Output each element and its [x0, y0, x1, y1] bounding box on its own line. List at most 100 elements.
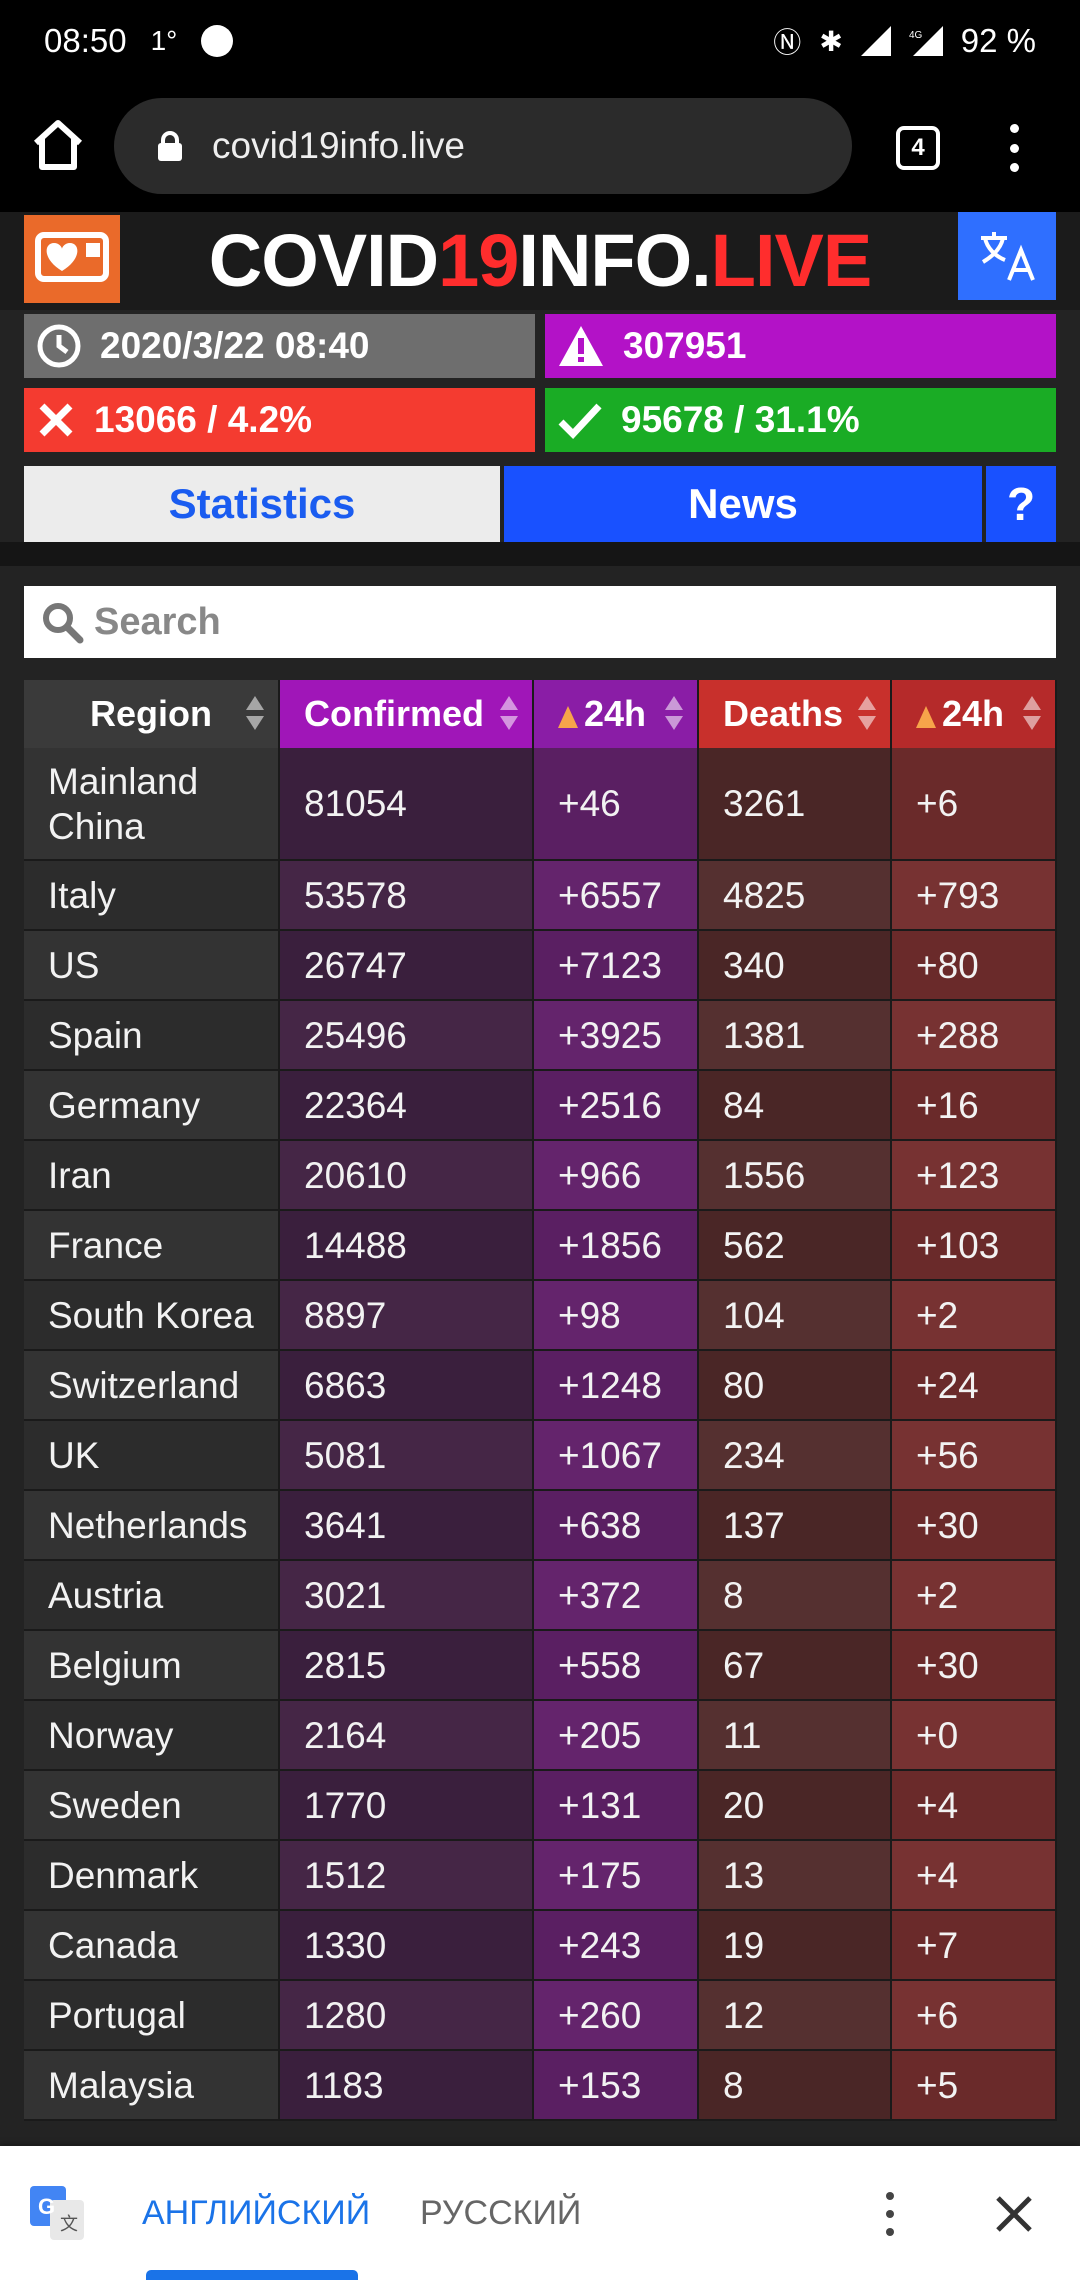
confirmed-24h-cell: +2516	[533, 1070, 699, 1141]
tab-statistics[interactable]: Statistics	[24, 466, 500, 562]
title-part-covid: COVID	[208, 219, 439, 302]
region-cell: UK	[24, 1420, 280, 1491]
svg-text:文: 文	[60, 2214, 78, 2235]
region-cell: Italy	[24, 860, 280, 931]
table-header-row: Region Confirmed 24h Deaths 24h	[24, 680, 1057, 748]
table-row[interactable]: Canada 1330 +243 19 +7	[24, 1910, 1057, 1981]
deaths-cell: 11	[698, 1700, 892, 1771]
google-translate-icon[interactable]: G 文	[30, 2186, 84, 2240]
confirmed-24h-cell: +558	[533, 1630, 699, 1701]
table-row[interactable]: UK 5081 +1067 234 +56	[24, 1420, 1057, 1491]
last-updated-value: 2020/3/22 08:40	[100, 325, 370, 366]
target-language-tab[interactable]: РУССКИЙ	[420, 2194, 582, 2232]
status-temperature: 1°	[150, 25, 178, 56]
region-cell: Switzerland	[24, 1350, 280, 1421]
translate-icon[interactable]	[958, 212, 1056, 300]
column-header-deaths-24h[interactable]: 24h	[891, 680, 1057, 748]
deaths-24h-cell: +16	[891, 1070, 1057, 1141]
sort-icon	[858, 696, 876, 732]
browser-toolbar: covid19info.live 4	[0, 82, 1080, 212]
confirmed-cell: 2815	[279, 1630, 534, 1701]
table-row[interactable]: Iran 20610 +966 1556 +123	[24, 1140, 1057, 1211]
statistics-table: Region Confirmed 24h Deaths 24h Mainland…	[24, 680, 1057, 2121]
address-bar[interactable]: covid19info.live	[114, 98, 852, 194]
svg-text:4G: 4G	[909, 30, 923, 41]
region-cell: Canada	[24, 1910, 280, 1981]
title-part-19: 19	[438, 219, 519, 302]
confirmed-cell: 1183	[279, 2050, 534, 2121]
table-row[interactable]: Malaysia 1183 +153 8 +5	[24, 2050, 1057, 2121]
region-cell: Portugal	[24, 1980, 280, 2051]
site-title[interactable]: COVID19INFO.LIVE	[0, 220, 1080, 302]
nfc-icon: Ⓝ	[773, 27, 802, 58]
table-row[interactable]: Sweden 1770 +131 20 +4	[24, 1770, 1057, 1841]
deaths-cell: 80	[698, 1350, 892, 1421]
table-row[interactable]: France 14488 +1856 562 +103	[24, 1210, 1057, 1281]
deaths-24h-cell: +0	[891, 1700, 1057, 1771]
table-row[interactable]: Portugal 1280 +260 12 +6	[24, 1980, 1057, 2051]
home-icon[interactable]	[30, 117, 86, 173]
confirmed-cell: 81054	[279, 748, 534, 861]
confirmed-24h-cell: +46	[533, 748, 699, 861]
table-row[interactable]: Spain 25496 +3925 1381 +288	[24, 1000, 1057, 1071]
source-language-tab[interactable]: АНГЛИЙСКИЙ	[142, 2194, 371, 2232]
table-row[interactable]: Italy 53578 +6557 4825 +793	[24, 860, 1057, 931]
recovered-stat: 95678 / 31.1%	[545, 388, 1056, 452]
svg-text:G: G	[38, 2194, 55, 2219]
confirmed-cell: 14488	[279, 1210, 534, 1281]
tab-news[interactable]: News	[504, 466, 982, 542]
site-logo[interactable]	[24, 215, 120, 303]
table-row[interactable]: South Korea 8897 +98 104 +2	[24, 1280, 1057, 1351]
check-icon	[558, 403, 602, 440]
table-row[interactable]: Mainland China 81054 +46 3261 +6	[24, 748, 1057, 861]
column-header-confirmed[interactable]: Confirmed	[279, 680, 534, 748]
table-row[interactable]: Belgium 2815 +558 67 +30	[24, 1630, 1057, 1701]
deaths-cell: 19	[698, 1910, 892, 1981]
deaths-stat: 13066 / 4.2%	[24, 388, 535, 452]
confirmed-24h-cell: +175	[533, 1840, 699, 1911]
region-cell: Norway	[24, 1700, 280, 1771]
confirmed-cell: 53578	[279, 860, 534, 931]
confirmed-24h-cell: +131	[533, 1770, 699, 1841]
deaths-24h-cell: +2	[891, 1280, 1057, 1351]
deaths-24h-cell: +103	[891, 1210, 1057, 1281]
column-header-deaths[interactable]: Deaths	[698, 680, 892, 748]
table-row[interactable]: Netherlands 3641 +638 137 +30	[24, 1490, 1057, 1561]
confirmed-24h-cell: +966	[533, 1140, 699, 1211]
deaths-24h-header-label: 24h	[942, 693, 1005, 734]
table-row[interactable]: Austria 3021 +372 8 +2	[24, 1560, 1057, 1631]
column-header-region[interactable]: Region	[24, 680, 280, 748]
tab-switcher-button[interactable]: 4	[896, 126, 940, 170]
deaths-24h-cell: +7	[891, 1910, 1057, 1981]
confirmed-24h-cell: +260	[533, 1980, 699, 2051]
table-row[interactable]: US 26747 +7123 340 +80	[24, 930, 1057, 1001]
recovered-value: 95678 / 31.1%	[621, 399, 860, 440]
table-row[interactable]: Denmark 1512 +175 13 +4	[24, 1840, 1057, 1911]
deaths-24h-cell: +2	[891, 1560, 1057, 1631]
web-page: COVID19INFO.LIVE 2020/3/22 08:40 307951	[0, 212, 1080, 2146]
confirmed-cell: 20610	[279, 1140, 534, 1211]
column-header-confirmed-24h[interactable]: 24h	[533, 680, 699, 748]
confirmed-cell: 22364	[279, 1070, 534, 1141]
confirmed-cell: 8897	[279, 1280, 534, 1351]
confirmed-24h-cell: +98	[533, 1280, 699, 1351]
site-header: COVID19INFO.LIVE	[0, 212, 1080, 310]
translate-menu-icon[interactable]	[880, 2192, 900, 2236]
deaths-cell: 12	[698, 1980, 892, 2051]
table-row[interactable]: Switzerland 6863 +1248 80 +24	[24, 1350, 1057, 1421]
deaths-cell: 8	[698, 2050, 892, 2121]
confirmed-24h-cell: +372	[533, 1560, 699, 1631]
confirmed-24h-header-label: 24h	[584, 693, 647, 734]
table-row[interactable]: Germany 22364 +2516 84 +16	[24, 1070, 1057, 1141]
browser-menu-icon[interactable]	[1000, 120, 1028, 176]
deaths-24h-cell: +288	[891, 1000, 1057, 1071]
confirmed-24h-cell: +7123	[533, 930, 699, 1001]
bluetooth-icon: ✱	[819, 25, 843, 57]
confirmed-cell: 2164	[279, 1700, 534, 1771]
search-input[interactable]	[94, 600, 994, 644]
confirmed-24h-cell: +1856	[533, 1210, 699, 1281]
notification-dot-icon	[201, 25, 234, 57]
table-row[interactable]: Norway 2164 +205 11 +0	[24, 1700, 1057, 1771]
close-icon[interactable]	[994, 2194, 1034, 2234]
help-button[interactable]: ?	[986, 466, 1056, 542]
